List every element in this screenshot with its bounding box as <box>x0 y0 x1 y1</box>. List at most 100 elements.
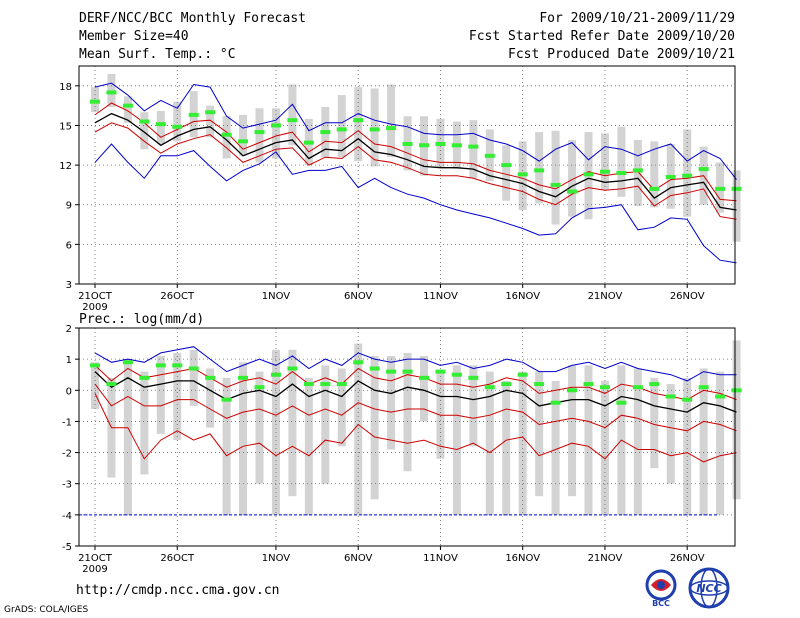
ensemble-marker <box>90 363 100 368</box>
member-range-bar <box>239 114 248 156</box>
series-line-max <box>94 82 737 180</box>
member-range-bar <box>732 340 741 500</box>
member-range-bar <box>288 84 297 146</box>
y-tick-label: 18 <box>59 82 72 93</box>
member-range-bar <box>337 368 346 447</box>
y-tick-label: -3 <box>62 480 72 491</box>
ensemble-marker <box>139 375 150 380</box>
ensemble-marker <box>550 400 561 405</box>
ensemble-marker <box>649 382 660 387</box>
member-range-bar <box>321 365 330 484</box>
variable-label: Mean Surf. Temp.: °C <box>79 47 236 62</box>
y-tick-label: -1 <box>62 417 72 428</box>
member-range-bar <box>518 371 527 515</box>
x-tick-label: 6NOV <box>344 553 373 564</box>
member-range-bar <box>469 365 478 447</box>
ensemble-marker <box>435 141 446 146</box>
member-range-bar <box>568 139 577 217</box>
member-range-bar <box>420 356 428 422</box>
ensemble-marker <box>665 394 676 399</box>
member-range-bar <box>600 133 609 191</box>
series-line-upper <box>94 365 737 401</box>
ensemble-marker <box>517 372 528 377</box>
ensemble-marker <box>649 186 660 191</box>
member-range-bar <box>732 170 741 242</box>
member-range-bar <box>123 96 132 123</box>
ensemble-marker <box>715 394 726 399</box>
member-range-bar <box>140 112 149 150</box>
member-size-label: Member Size=40 <box>79 29 189 44</box>
ensemble-marker <box>270 123 281 128</box>
ensemble-marker <box>484 385 495 390</box>
bcc-logo-text: BCC <box>652 599 670 608</box>
x-tick-label: 11NOV <box>423 291 458 302</box>
plot-frame <box>78 65 736 285</box>
source-url[interactable]: http://cmdp.ncc.cma.gov.cn <box>76 583 280 598</box>
member-range-bar <box>123 359 132 515</box>
member-range-bar <box>337 95 346 158</box>
x-tick-label: 1NOV <box>262 553 291 564</box>
series-line-upper <box>94 102 737 202</box>
x-tick-year-label: 2009 <box>82 564 107 575</box>
x-tick-label: 16NOV <box>505 291 540 302</box>
bcc-logo: BCC <box>645 569 677 608</box>
ensemble-marker <box>303 382 314 387</box>
series-line-mean <box>94 371 737 413</box>
x-tick-year-label: 2009 <box>82 302 107 313</box>
member-range-bar <box>304 377 313 515</box>
y-tick-label: -2 <box>62 449 72 460</box>
series-line-lower <box>94 122 737 220</box>
ensemble-marker <box>188 366 199 371</box>
member-range-bar <box>485 371 494 515</box>
y-tick-label: 15 <box>59 121 72 132</box>
ensemble-marker <box>386 369 397 374</box>
member-range-bar <box>255 108 264 163</box>
member-range-bar <box>206 105 215 138</box>
x-tick-label: 21OCT <box>78 291 113 302</box>
member-range-bar <box>633 368 642 515</box>
ensemble-marker <box>616 400 627 405</box>
ensemble-marker <box>402 141 413 146</box>
ensemble-marker <box>419 375 429 380</box>
y-tick-label: 6 <box>66 240 72 251</box>
ensemble-marker <box>731 186 742 191</box>
ensemble-marker <box>632 385 643 390</box>
x-tick-label: 26OCT <box>160 291 195 302</box>
ensemble-marker <box>122 360 133 365</box>
y-tick-label: -5 <box>62 542 72 553</box>
member-range-bar <box>535 132 544 204</box>
member-range-bar <box>469 120 478 179</box>
ensemble-marker <box>731 388 742 393</box>
member-range-bar <box>502 380 511 515</box>
member-range-bar <box>189 349 198 406</box>
ensemble-marker <box>254 130 265 135</box>
ensemble-marker <box>254 385 265 390</box>
ensemble-marker <box>550 182 561 187</box>
precip-panel-title: Prec.: log(mm/d) <box>79 312 204 327</box>
ensemble-marker <box>402 369 413 374</box>
ensemble-marker <box>419 143 429 148</box>
y-tick-label: 9 <box>66 201 72 212</box>
member-range-bar <box>354 87 363 162</box>
member-range-bar <box>699 368 708 515</box>
ensemble-marker <box>698 167 709 172</box>
ensemble-marker <box>320 130 331 135</box>
member-range-bar <box>716 371 725 515</box>
member-range-bar <box>140 371 149 475</box>
member-range-bar <box>173 101 182 142</box>
member-range-bar <box>551 380 560 515</box>
start-date-label: Fcst Started Refer Date 2009/10/20 <box>468 29 735 44</box>
ensemble-marker <box>484 153 495 158</box>
ensemble-marker <box>632 168 643 173</box>
member-range-bar <box>156 356 165 434</box>
series-line-min <box>94 143 737 264</box>
ensemble-marker <box>221 397 232 402</box>
ensemble-marker <box>599 169 610 174</box>
ncc-logo-text: NCC <box>696 582 721 595</box>
ensemble-marker <box>369 127 380 132</box>
y-tick-label: 3 <box>66 280 72 291</box>
ensemble-marker <box>501 382 512 387</box>
ensemble-marker <box>353 118 364 123</box>
ensemble-marker <box>682 173 693 178</box>
